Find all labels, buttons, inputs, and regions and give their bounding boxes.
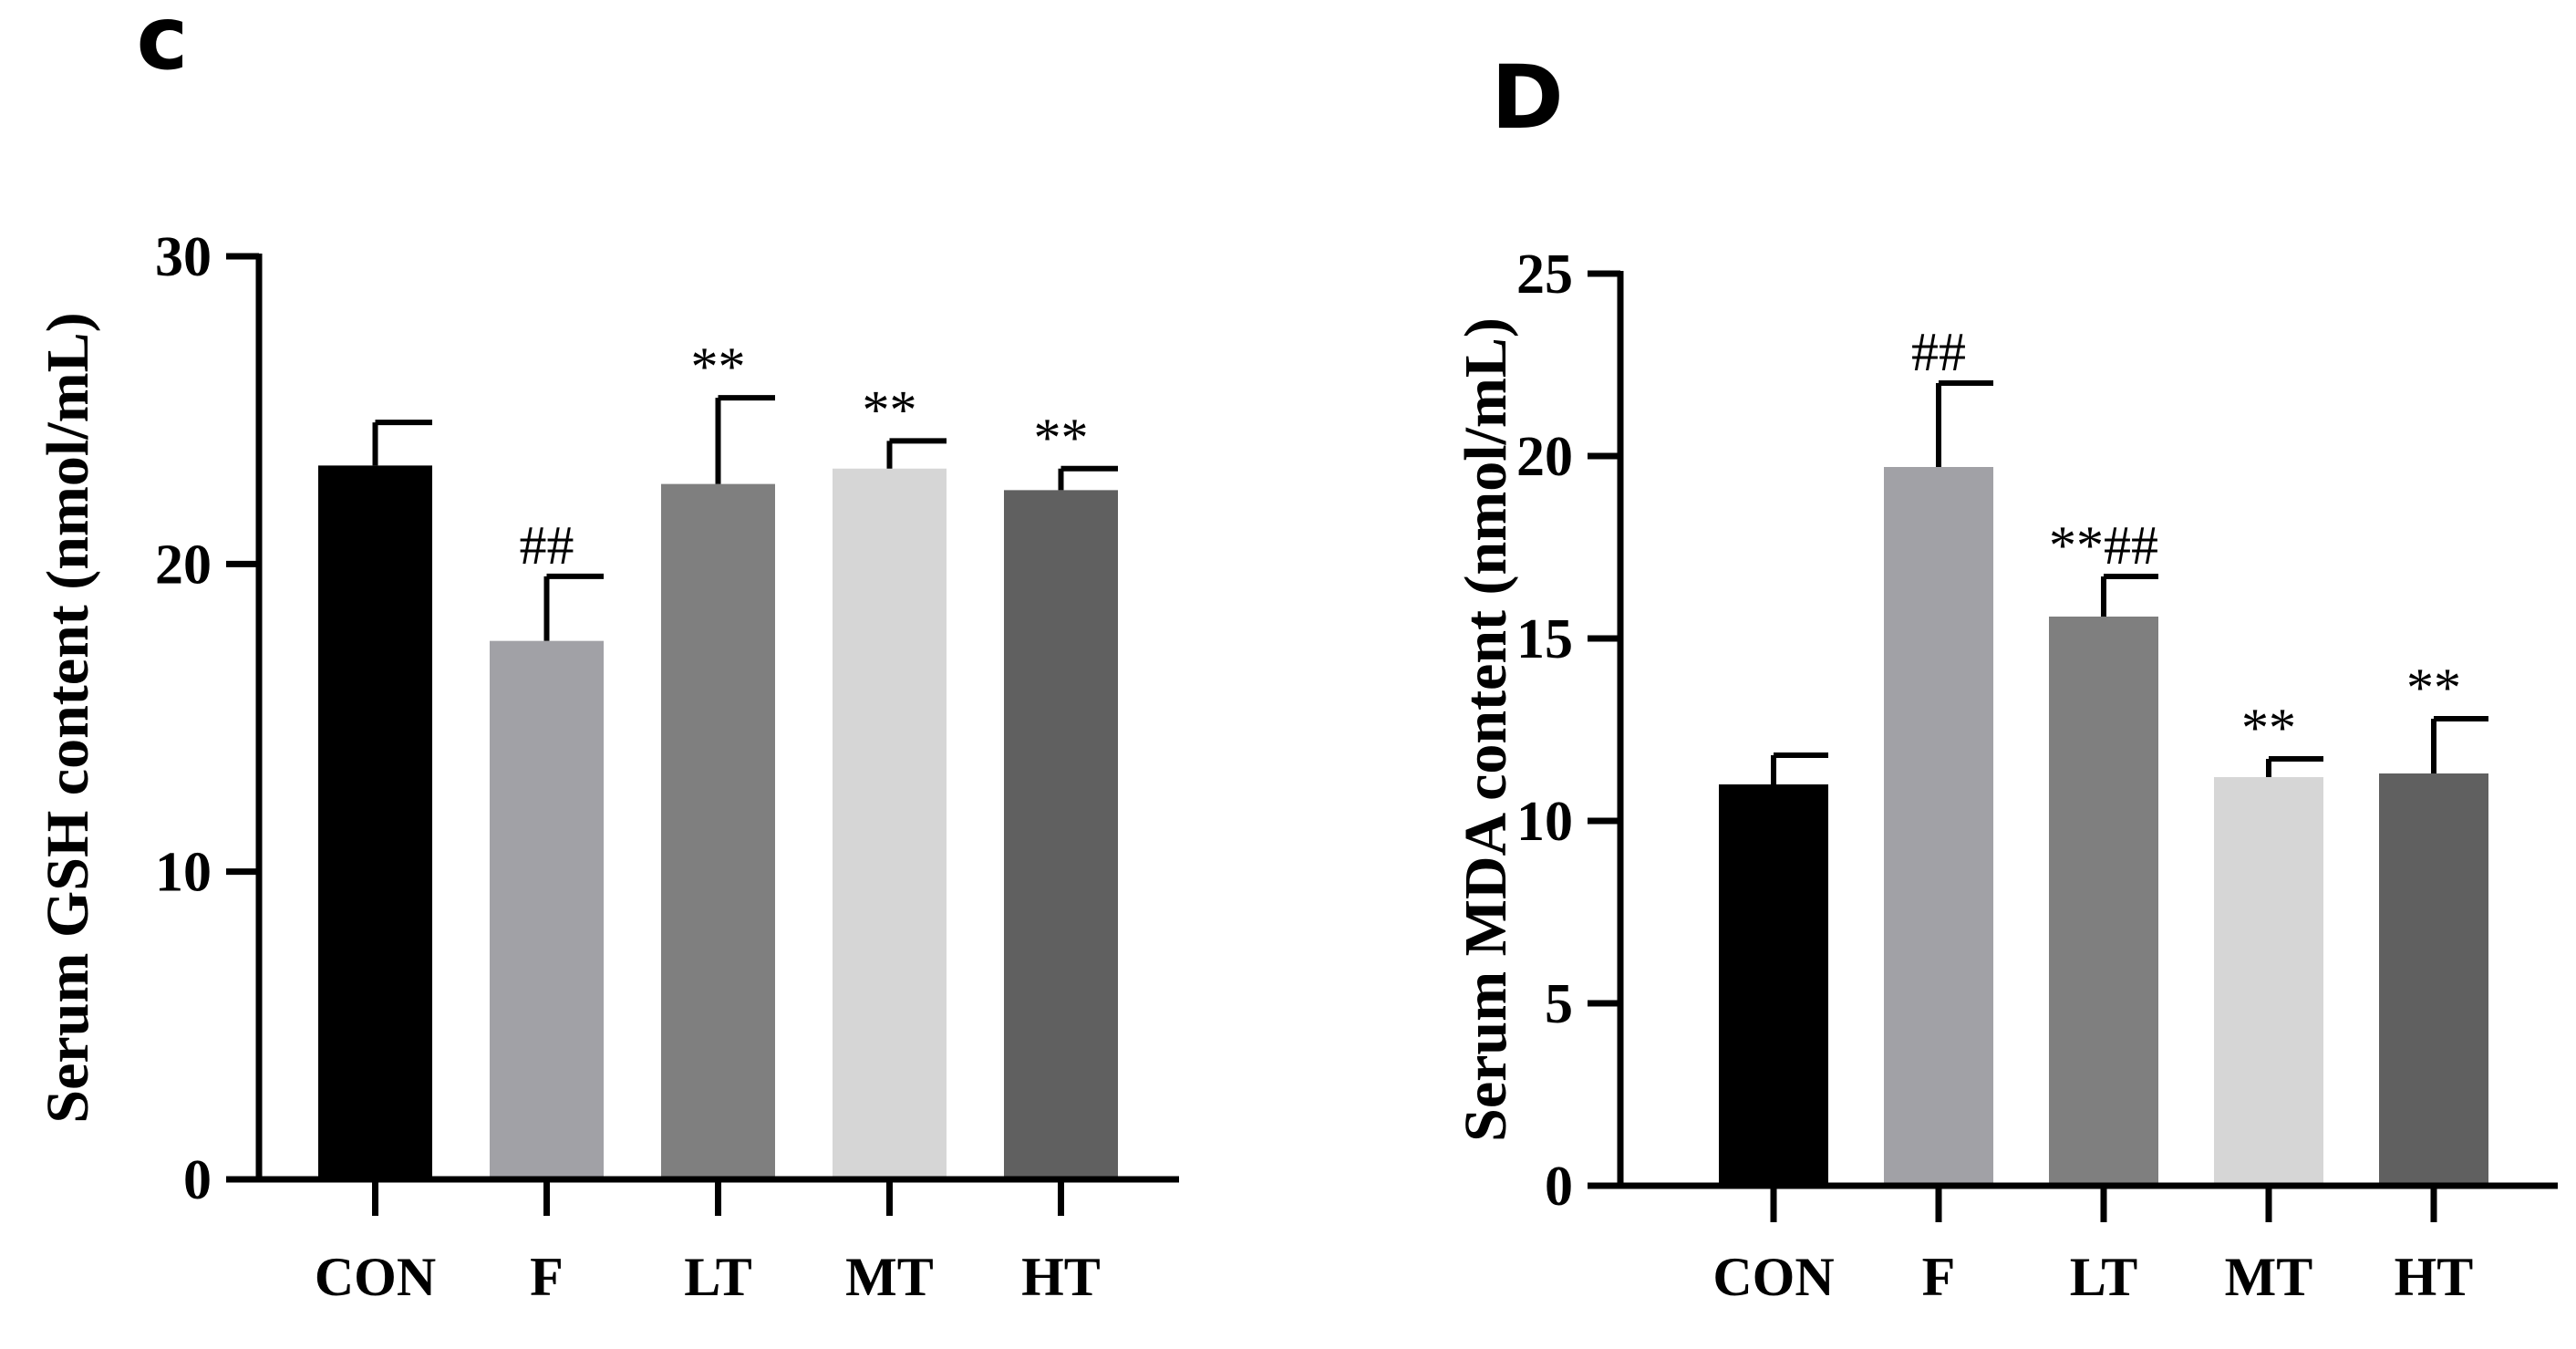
- significance-label: **: [691, 337, 746, 397]
- bar-ht: [2379, 773, 2488, 1186]
- x-tick-label: F: [530, 1247, 564, 1307]
- y-tick-label: 5: [1545, 973, 1573, 1035]
- significance-label: **##: [2049, 515, 2158, 576]
- panel-label: c: [137, 0, 189, 89]
- bar-f: [490, 640, 604, 1179]
- significance-label: **: [2406, 658, 2461, 718]
- y-tick-label: 15: [1516, 608, 1573, 670]
- x-tick-label: CON: [1712, 1247, 1834, 1307]
- bar-f: [1884, 467, 1993, 1186]
- significance-label: **: [863, 379, 917, 440]
- x-tick-label: LT: [2070, 1247, 2138, 1307]
- bar-ht: [1004, 490, 1118, 1179]
- y-axis-title: Serum GSH content (nmol/mL): [35, 312, 101, 1123]
- x-tick-label: CON: [315, 1247, 436, 1307]
- y-tick-label: 25: [1516, 244, 1573, 306]
- bar-con: [1719, 784, 1828, 1186]
- y-axis-title: Serum MDA content (nmol/mL): [1453, 317, 1519, 1142]
- y-tick-label: 0: [183, 1149, 212, 1211]
- y-tick-label: 30: [155, 226, 212, 288]
- x-tick-label: HT: [1021, 1247, 1101, 1307]
- bar-lt: [661, 483, 775, 1179]
- y-tick-label: 10: [155, 842, 212, 904]
- significance-label: ##: [1911, 322, 1966, 382]
- y-tick-label: 10: [1516, 791, 1573, 853]
- x-tick-label: LT: [684, 1247, 752, 1307]
- bar-con: [318, 465, 432, 1179]
- y-tick-label: 0: [1545, 1156, 1573, 1218]
- y-tick-label: 20: [1516, 426, 1573, 488]
- bar-mt: [833, 468, 947, 1179]
- y-tick-label: 20: [155, 534, 212, 596]
- x-tick-label: MT: [2225, 1247, 2313, 1307]
- x-tick-label: MT: [845, 1247, 934, 1307]
- panel-c-gsh-chart: c Serum GSH content (nmol/mL) CON ## F ** LT **…: [35, 0, 1179, 1307]
- bar-mt: [2214, 777, 2323, 1186]
- bar-lt: [2049, 617, 2158, 1186]
- significance-label: ##: [520, 515, 574, 576]
- significance-label: **: [2241, 698, 2296, 758]
- significance-label: **: [1034, 408, 1089, 468]
- panel-label: D: [1491, 47, 1564, 149]
- x-tick-label: F: [1922, 1247, 1956, 1307]
- panel-d-mda-chart: D Serum MDA content (nmol/mL) CON ## F **## LT…: [1453, 47, 2558, 1307]
- x-tick-label: HT: [2395, 1247, 2474, 1307]
